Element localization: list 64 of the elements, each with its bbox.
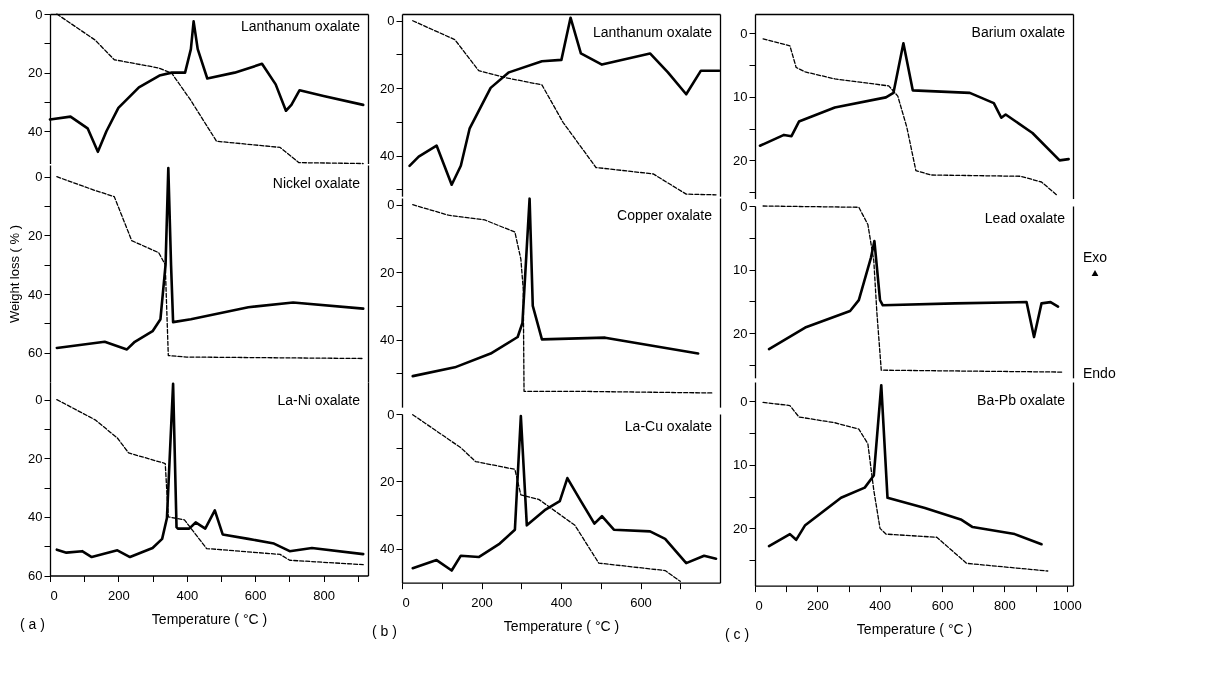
y-tick-label: 0 bbox=[740, 25, 748, 41]
x-tick-label: 1000 bbox=[1052, 598, 1082, 614]
text: Copper oxalate bbox=[617, 207, 713, 224]
x-tick-label: 800 bbox=[313, 588, 335, 604]
chart-title: Lanthanum oxalate bbox=[240, 18, 361, 34]
y-tick-label: 60 bbox=[28, 345, 43, 361]
text: Ba-Pb oxalate bbox=[977, 392, 1066, 408]
y-tick-label: 40 bbox=[380, 148, 395, 164]
x-tick-label: 800 bbox=[994, 598, 1016, 614]
y-tick-label: 40 bbox=[28, 286, 43, 302]
y-tick-label: 0 bbox=[387, 406, 395, 422]
chart-title: La-Cu oxalate bbox=[624, 418, 713, 434]
y-tick-label: 40 bbox=[28, 123, 43, 139]
x-tick-label: 600 bbox=[244, 588, 267, 604]
y-tick-label: 20 bbox=[28, 450, 43, 466]
x-tick-label: 0 bbox=[50, 588, 58, 604]
y-tick-label: 20 bbox=[28, 227, 43, 243]
x-axis-title: Temperature ( °C ) bbox=[856, 621, 973, 638]
y-tick-label: 10 bbox=[733, 89, 748, 105]
y-tick-label: 10 bbox=[733, 457, 748, 473]
y-axis-title: Weight loss ( % ) bbox=[7, 224, 23, 323]
text: Endo bbox=[1083, 365, 1116, 382]
y-tick-label: 10 bbox=[733, 262, 748, 278]
y-tick-label: 20 bbox=[28, 65, 43, 81]
text: ( a ) bbox=[20, 615, 45, 632]
text: Barium oxalate bbox=[971, 24, 1066, 40]
y-tick-label: 0 bbox=[740, 393, 748, 409]
x-tick-label: 400 bbox=[869, 598, 892, 614]
text: Exo bbox=[1083, 248, 1108, 265]
text: Lanthanum oxalate bbox=[592, 24, 713, 40]
text: ( c ) bbox=[725, 625, 750, 642]
x-axis-title: Temperature ( °C ) bbox=[503, 618, 620, 635]
line-series bbox=[762, 205, 1064, 373]
text: ( b ) bbox=[372, 622, 397, 639]
x-axis-title: Temperature ( °C ) bbox=[151, 611, 268, 628]
x-tick-label: 600 bbox=[630, 595, 652, 611]
text: Nickel oxalate bbox=[272, 175, 361, 191]
text: La-Ni oxalate bbox=[277, 392, 361, 408]
y-tick-label: 0 bbox=[35, 392, 43, 408]
x-tick-label: 400 bbox=[176, 588, 199, 604]
x-tick-label: 200 bbox=[807, 598, 829, 614]
y-tick-label: 40 bbox=[380, 332, 395, 348]
line-series bbox=[767, 239, 1060, 351]
x-tick-label: 0 bbox=[402, 595, 410, 611]
y-tick-label: 20 bbox=[380, 264, 395, 280]
y-tick-label: 40 bbox=[28, 509, 43, 525]
y-tick-label: 20 bbox=[733, 325, 748, 341]
y-tick-label: 0 bbox=[35, 169, 43, 185]
y-tick-label: 0 bbox=[387, 13, 395, 29]
chart-title: Lead oxalate bbox=[984, 210, 1066, 226]
y-tick-label: 20 bbox=[380, 80, 395, 96]
x-tick-label: 200 bbox=[471, 595, 493, 611]
y-tick-label: 0 bbox=[387, 197, 395, 213]
y-tick-label: 0 bbox=[35, 6, 43, 22]
y-tick-label: 20 bbox=[733, 520, 748, 536]
x-tick-label: 0 bbox=[755, 598, 763, 614]
x-tick-label: 400 bbox=[550, 595, 573, 611]
x-tick-label: 200 bbox=[108, 588, 130, 604]
y-tick-label: 20 bbox=[380, 473, 395, 489]
y-tick-label: 0 bbox=[740, 198, 748, 214]
y-tick-label: 60 bbox=[28, 568, 43, 584]
y-tick-label: 40 bbox=[380, 541, 395, 557]
x-tick-label: 600 bbox=[931, 598, 954, 614]
y-tick-label: 20 bbox=[733, 152, 748, 168]
